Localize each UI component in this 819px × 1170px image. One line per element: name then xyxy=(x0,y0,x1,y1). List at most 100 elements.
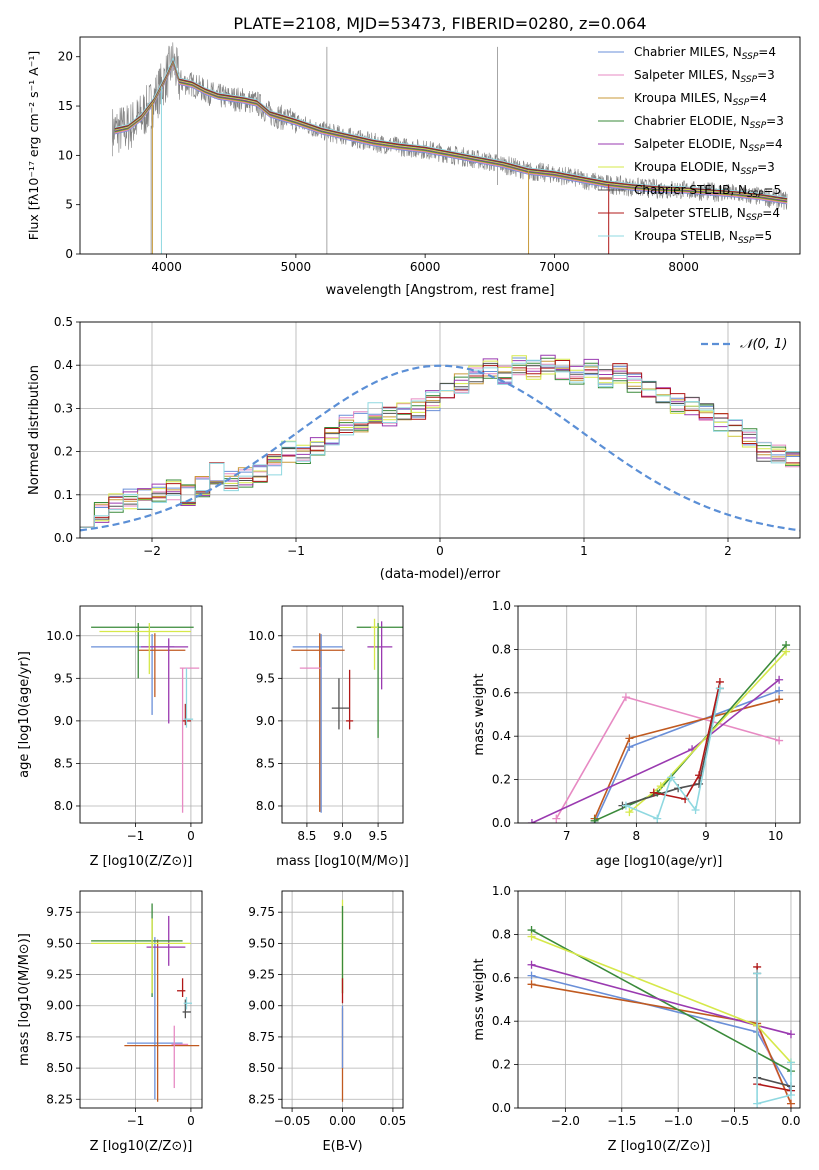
panel-1: 4000 5000 6000 7000 8000 0 5 10 15 20 wavelength [… xyxy=(26,36,801,298)
histogram-step xyxy=(80,362,800,528)
weight-marker xyxy=(527,960,536,969)
y-tick-label: 9.75 xyxy=(248,905,275,919)
y-tick-label: 8.25 xyxy=(46,1092,73,1106)
weight-marker xyxy=(527,971,536,980)
error-point xyxy=(127,937,183,1100)
x-tick-label: −0.05 xyxy=(274,1114,311,1128)
weight-marker xyxy=(656,782,665,791)
y-tick-label: 0.1 xyxy=(54,488,73,502)
y-tick-label: 8.75 xyxy=(248,1030,275,1044)
y-tick-label: 0.2 xyxy=(54,445,73,459)
weight-marker xyxy=(552,814,561,823)
y-tick-label: 9.50 xyxy=(46,936,73,950)
error-point xyxy=(91,918,191,994)
x-axis-label: Z [log10(Z/Z⊙)] xyxy=(90,1139,193,1154)
x-tick-label: 0.00 xyxy=(329,1114,356,1128)
weight-marker xyxy=(775,675,784,684)
weight-marker xyxy=(715,684,724,693)
weight-line xyxy=(555,696,780,820)
legend-label: Kroupa MILES, NSSP=4 xyxy=(634,91,767,108)
x-tick-label: −1.0 xyxy=(664,1114,693,1128)
weight-marker xyxy=(625,743,634,752)
panel-6: −1 0 8.25 8.50 8.75 9.00 9.25 9.50 9.75 Z [log10(… xyxy=(17,890,203,1154)
x-tick-label: 0 xyxy=(436,544,444,558)
x-tick-label: −2 xyxy=(143,544,161,558)
axes-frame xyxy=(79,321,801,539)
weight-marker xyxy=(667,773,676,782)
weight-marker xyxy=(695,771,704,780)
y-tick-label: 15 xyxy=(58,99,73,113)
model-curve xyxy=(114,61,788,203)
error-point xyxy=(171,1025,189,1089)
y-tick-label: 9.50 xyxy=(248,936,275,950)
model-curve xyxy=(114,57,788,199)
error-point xyxy=(124,939,200,1102)
weight-line xyxy=(756,973,792,1105)
y-tick-label: 8.5 xyxy=(256,756,275,770)
y-tick-label: 0.4 xyxy=(54,358,73,372)
legend: Chabrier MILES, NSSP=4 Salpeter MILES, NS… xyxy=(598,45,784,246)
y-tick-label: 9.75 xyxy=(46,905,73,919)
plot-area xyxy=(527,641,791,823)
y-tick-label: 0.5 xyxy=(54,315,73,329)
x-tick-label: 7 xyxy=(563,829,571,843)
y-tick-label: 0.4 xyxy=(492,1014,511,1028)
axes-frame xyxy=(517,605,801,824)
y-tick-label: 0.8 xyxy=(492,927,511,941)
y-axis-label: age [log10(age/yr)] xyxy=(17,651,32,778)
weight-marker xyxy=(527,932,536,941)
x-tick-label: 4000 xyxy=(151,260,182,274)
x-axis-label: mass [log10(M/M⊙)] xyxy=(276,854,409,869)
x-axis-label: age [log10(age/yr)] xyxy=(596,854,723,869)
y-tick-label: 0.2 xyxy=(492,1058,511,1072)
x-tick-label: −0.5 xyxy=(720,1114,749,1128)
y-tick-label: 1.0 xyxy=(492,599,511,613)
plot-area xyxy=(527,926,795,1108)
panel-5: 7 8 9 10 0.0 0.2 0.4 0.6 0.8 1.0 age [log10(age/yr… xyxy=(472,599,801,869)
histogram-step xyxy=(80,360,800,528)
axes-frame xyxy=(79,36,801,255)
y-tick-label: 8.75 xyxy=(46,1030,73,1044)
plot-area xyxy=(291,618,403,813)
y-axis-label: Flux [fλ10⁻¹⁷ erg cm⁻² s⁻¹ A⁻¹] xyxy=(26,51,41,240)
weight-marker xyxy=(786,1090,795,1099)
weight-line xyxy=(531,983,792,1105)
x-tick-label: 8000 xyxy=(668,260,699,274)
error-point xyxy=(179,667,200,813)
weight-marker xyxy=(621,801,630,810)
y-tick-label: 9.5 xyxy=(256,671,275,685)
y-tick-label: 5 xyxy=(65,198,73,212)
error-point xyxy=(141,638,189,724)
weight-marker xyxy=(695,779,704,788)
histogram-step xyxy=(80,359,800,528)
x-tick-label: 0 xyxy=(187,1114,195,1128)
x-tick-label: −1 xyxy=(127,1114,145,1128)
y-axis-label: Normed distribution xyxy=(27,365,42,495)
x-tick-label: 8.5 xyxy=(297,829,316,843)
weight-marker xyxy=(691,805,700,814)
x-tick-label: 8 xyxy=(633,829,641,843)
weight-line xyxy=(531,679,780,823)
weight-marker xyxy=(653,814,662,823)
weight-marker xyxy=(527,980,536,989)
model-curve xyxy=(114,60,788,202)
error-point xyxy=(367,621,393,690)
panel-4: 8.5 9.0 9.5 8.0 8.5 9.0 9.5 10.0 mass [log10(M/M… xyxy=(248,605,409,869)
y-tick-label: 0.2 xyxy=(492,773,511,787)
y-tick-label: 20 xyxy=(58,50,73,64)
y-tick-label: 8.0 xyxy=(54,799,73,813)
y-axis-label: mass [log10(M/M⊙)] xyxy=(17,933,32,1066)
axes-frame xyxy=(79,890,203,1109)
y-axis-label: mass weight xyxy=(472,958,487,1040)
y-tick-label: 0.8 xyxy=(492,642,511,656)
weight-marker xyxy=(625,734,634,743)
y-tick-label: 9.0 xyxy=(54,714,73,728)
plot-area xyxy=(91,903,200,1102)
error-point xyxy=(331,678,350,730)
weight-marker xyxy=(786,1099,795,1108)
x-tick-label: 9.5 xyxy=(369,829,388,843)
y-tick-label: 0.3 xyxy=(54,401,73,415)
figure-title: PLATE=2108, MJD=53473, FIBERID=0280, z=0… xyxy=(233,14,646,33)
